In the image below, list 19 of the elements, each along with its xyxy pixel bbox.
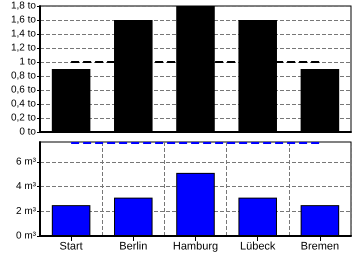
y-tick-label: 4 m³ bbox=[16, 181, 37, 192]
x-tick-label: Hamburg bbox=[172, 240, 218, 252]
x-tick-label: Bremen bbox=[300, 240, 340, 252]
y-tick-label: 6 m³ bbox=[16, 156, 37, 168]
y-tick-label: 1,4 to bbox=[10, 28, 36, 40]
y-tick-label: 0,8 to bbox=[10, 70, 36, 82]
y-tick-label: 0,4 to bbox=[10, 98, 36, 110]
y-tick-label: 1,8 to bbox=[10, 0, 36, 12]
y-tick-label: 0 to bbox=[19, 126, 36, 138]
x-tick-label: Berlin bbox=[119, 240, 148, 252]
y-tick-label: 1,6 to bbox=[10, 14, 36, 26]
y-tick-label: 1 to bbox=[19, 56, 36, 68]
y-tick-label: 0,2 to bbox=[10, 112, 36, 124]
y-tick-label: 0 m³ bbox=[16, 230, 37, 242]
x-tick-label: Lübeck bbox=[240, 240, 276, 252]
x-tick-label: Start bbox=[59, 240, 83, 252]
y-tick-label: 2 m³ bbox=[16, 206, 37, 217]
y-tick-label: 0,6 to bbox=[10, 84, 36, 96]
y-tick-label: 1,2 to bbox=[10, 42, 36, 54]
